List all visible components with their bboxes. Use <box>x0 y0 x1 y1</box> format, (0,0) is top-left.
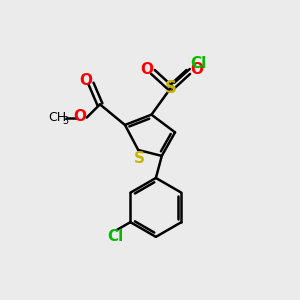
Text: S: S <box>165 79 177 97</box>
Text: O: O <box>190 61 203 76</box>
Text: Cl: Cl <box>190 56 207 71</box>
Text: Cl: Cl <box>107 229 123 244</box>
Text: O: O <box>79 73 92 88</box>
Text: O: O <box>140 61 153 76</box>
Text: O: O <box>74 109 87 124</box>
Text: CH: CH <box>48 111 66 124</box>
Text: 3: 3 <box>62 116 69 126</box>
Text: S: S <box>134 151 145 166</box>
